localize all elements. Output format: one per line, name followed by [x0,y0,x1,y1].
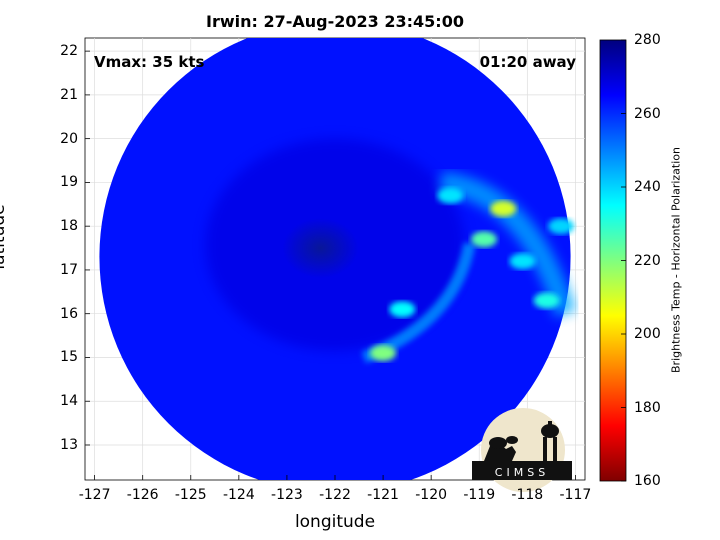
x-tick-label: -121 [367,487,399,503]
away-label: 01:20 away [479,53,576,71]
convective-cell [471,231,498,248]
x-axis-label: longitude [294,512,376,532]
rainband [439,171,577,318]
y-tick-label: 21 [60,86,78,103]
vmax-label: Vmax: 35 kts [94,53,205,71]
logo-text: CIMSS [495,466,549,479]
colorbar-label: Brightness Temp - Horizontal Polarizatio… [669,147,683,373]
x-tick-label: -127 [78,487,111,503]
colorbar-tick-label: 220 [634,252,661,269]
y-tick-label: 22 [60,43,78,60]
y-tick-label: 15 [60,349,78,366]
convective-cell [370,345,397,362]
x-tick-label: -125 [174,487,207,503]
x-tick-label: -118 [511,487,544,503]
convective-cell [490,200,517,217]
y-axis-label: latitude [0,204,9,270]
cimss-logo: CIMSS [472,408,572,492]
colorbar-tick-label: 260 [634,105,661,122]
x-tick-label: -126 [126,487,159,503]
y-tick-label: 13 [60,436,78,453]
x-tick-label: -119 [463,487,496,503]
convective-cell [533,292,560,309]
x-tick-label: -124 [222,487,255,503]
colorbar-tick-label: 200 [634,326,661,342]
y-tick-label: 19 [60,174,78,191]
colorbar-ticks [621,39,626,482]
colorbar-tick-label: 240 [634,179,661,195]
colorbar-tick-label: 160 [634,473,661,489]
y-tick-label: 14 [60,393,78,410]
x-tick-label: -123 [271,487,303,503]
colorbar-tick-label: 180 [634,399,661,416]
convective-cell [547,218,574,235]
storm-eye [282,218,359,279]
convective-cell [437,187,464,204]
brightness-temp-swath [99,38,577,480]
colorbar-tick-label: 280 [634,32,661,48]
x-tick-label: -122 [319,487,351,503]
x-tick-label: -117 [559,487,592,503]
convective-cell [509,253,536,270]
plot-title: Irwin: 27-Aug-2023 23:45:00 [206,12,464,31]
x-tick-label: -120 [415,487,448,503]
y-tick-label: 17 [60,261,78,278]
y-tick-label: 20 [60,130,78,147]
convective-cell [389,301,416,318]
y-tick-label: 18 [60,218,78,235]
y-tick-label: 16 [60,305,78,322]
